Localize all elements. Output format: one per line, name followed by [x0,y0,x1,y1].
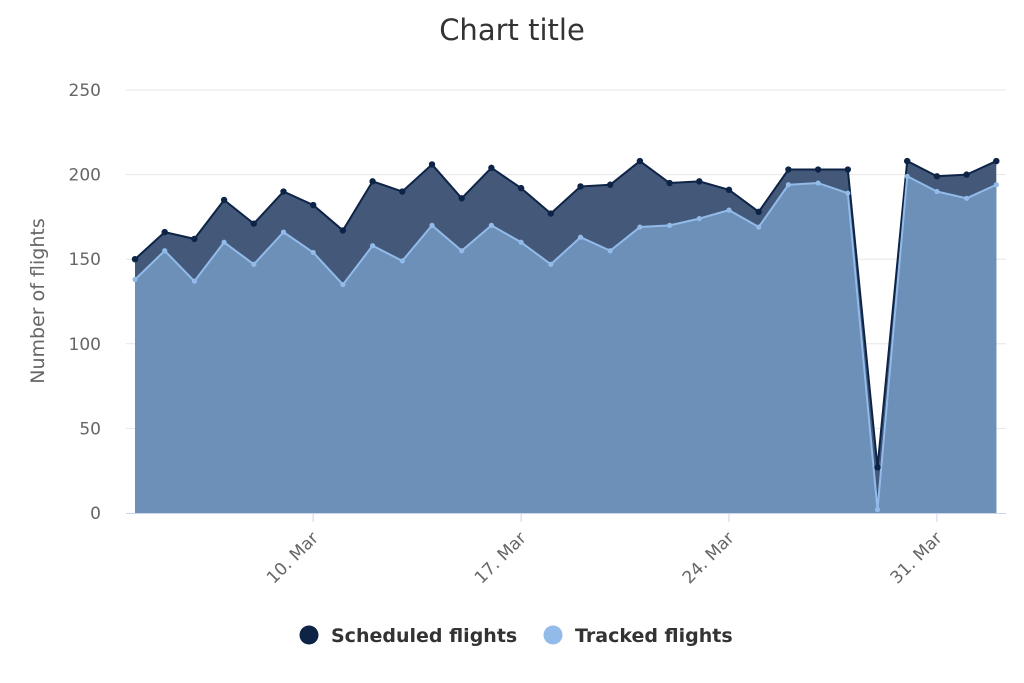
tracked-flights-point[interactable] [518,239,524,245]
scheduled-flights-point[interactable] [725,186,733,194]
legend: Scheduled flights Tracked flights [299,625,733,647]
scheduled-flights-point[interactable] [963,171,970,178]
scheduled-flights-point[interactable] [607,181,614,188]
tracked-flights-point[interactable] [637,224,643,230]
scheduled-flights-point[interactable] [428,161,436,168]
tracked-flights-point[interactable] [132,276,138,283]
scheduled-flights-point[interactable] [933,173,941,180]
tracked-flights-point[interactable] [488,222,494,228]
scheduled-flights-point[interactable] [696,178,703,185]
scheduled-flights-point[interactable] [310,201,317,209]
tracked-flights-point[interactable] [726,207,732,213]
tracked-flights-point[interactable] [607,248,613,254]
legend-marker [543,625,563,645]
chart-title: Chart title [439,13,585,47]
y-tick-label: 250 [69,81,101,101]
tracked-flights-point[interactable] [191,278,197,284]
scheduled-flights-point[interactable] [488,164,495,172]
scheduled-flights-point[interactable] [785,166,792,173]
scheduled-flights-point[interactable] [666,179,673,187]
y-tick-label: 100 [69,335,101,355]
tracked-flights-point[interactable] [548,261,554,267]
y-tick-label: 0 [90,504,101,524]
tracked-flights-area [135,176,997,514]
tracked-flights-point[interactable] [845,190,851,196]
tracked-flights-point[interactable] [221,239,227,245]
scheduled-flights-line [134,160,997,469]
legend-marker [299,625,319,645]
x-tick-label: 24. Mar [679,528,739,588]
tracked-flights-point[interactable] [251,261,257,267]
scheduled-flights-point[interactable] [280,188,287,195]
tracked-flights-point[interactable] [904,173,910,179]
tracked-flights-point[interactable] [696,215,702,222]
y-axis-ticks: 0 50 100 150 200 250 [69,81,101,524]
tracked-flights-point[interactable] [874,507,881,513]
x-tick-label: 31. Mar [887,528,947,588]
tracked-flights-point[interactable] [964,195,970,201]
scheduled-flights-point[interactable] [814,166,822,173]
scheduled-flights-point[interactable] [191,235,198,243]
scheduled-flights-point[interactable] [399,188,406,195]
scheduled-flights-point[interactable] [458,195,465,202]
tracked-flights-point[interactable] [993,182,999,188]
tracked-flights-point[interactable] [280,229,287,235]
scheduled-flights-point[interactable] [369,178,376,185]
x-tick-label: 10. Mar [263,528,323,588]
scheduled-flights-point[interactable] [636,157,644,165]
y-tick-label: 200 [69,166,101,186]
scheduled-flights-point[interactable] [220,196,228,204]
tracked-flights-point[interactable] [785,182,792,188]
scheduled-flights-point[interactable] [904,157,911,165]
legend-item-scheduled-flights[interactable]: Scheduled flights [299,625,518,647]
tracked-flights-point[interactable] [667,222,673,228]
tracked-flights-point[interactable] [429,222,435,228]
y-tick-label: 50 [79,419,101,439]
tracked-flights-point[interactable] [310,249,316,256]
legend-item-tracked-flights[interactable]: Tracked flights [543,625,733,647]
x-tick-label: 17. Mar [471,528,531,588]
scheduled-flights-point[interactable] [161,228,168,236]
tracked-flights-point[interactable] [340,281,346,288]
tracked-flights-point[interactable] [815,180,821,186]
tracked-flights-point[interactable] [459,248,465,254]
scheduled-flights-point[interactable] [844,166,851,173]
scheduled-flights-point[interactable] [250,220,257,227]
scheduled-flights-point[interactable] [131,256,139,263]
tracked-flights-point[interactable] [399,258,405,264]
tracked-flights-point[interactable] [934,188,940,195]
legend-label: Scheduled flights [331,625,517,647]
scheduled-flights-point[interactable] [874,464,881,471]
y-axis-label: Number of flights [27,218,49,383]
series-areas [135,161,997,514]
scheduled-flights-point[interactable] [577,183,584,190]
scheduled-flights-point[interactable] [547,210,554,217]
scheduled-flights-point[interactable] [993,157,1000,165]
tracked-flights-line [134,175,997,511]
series-points [131,157,1000,513]
tracked-flights-point[interactable] [162,248,168,254]
scheduled-flights-point[interactable] [339,227,347,234]
series-lines [134,160,997,511]
legend-label: Tracked flights [575,625,733,647]
scheduled-flights-point[interactable] [517,184,525,192]
tracked-flights-point[interactable] [756,224,762,230]
tracked-flights-point[interactable] [370,243,376,249]
scheduled-flights-point[interactable] [755,208,762,216]
y-tick-label: 150 [69,250,101,270]
x-axis-ticks: 10. Mar 17. Mar 24. Mar 31. Mar [263,513,946,588]
tracked-flights-point[interactable] [577,234,584,240]
